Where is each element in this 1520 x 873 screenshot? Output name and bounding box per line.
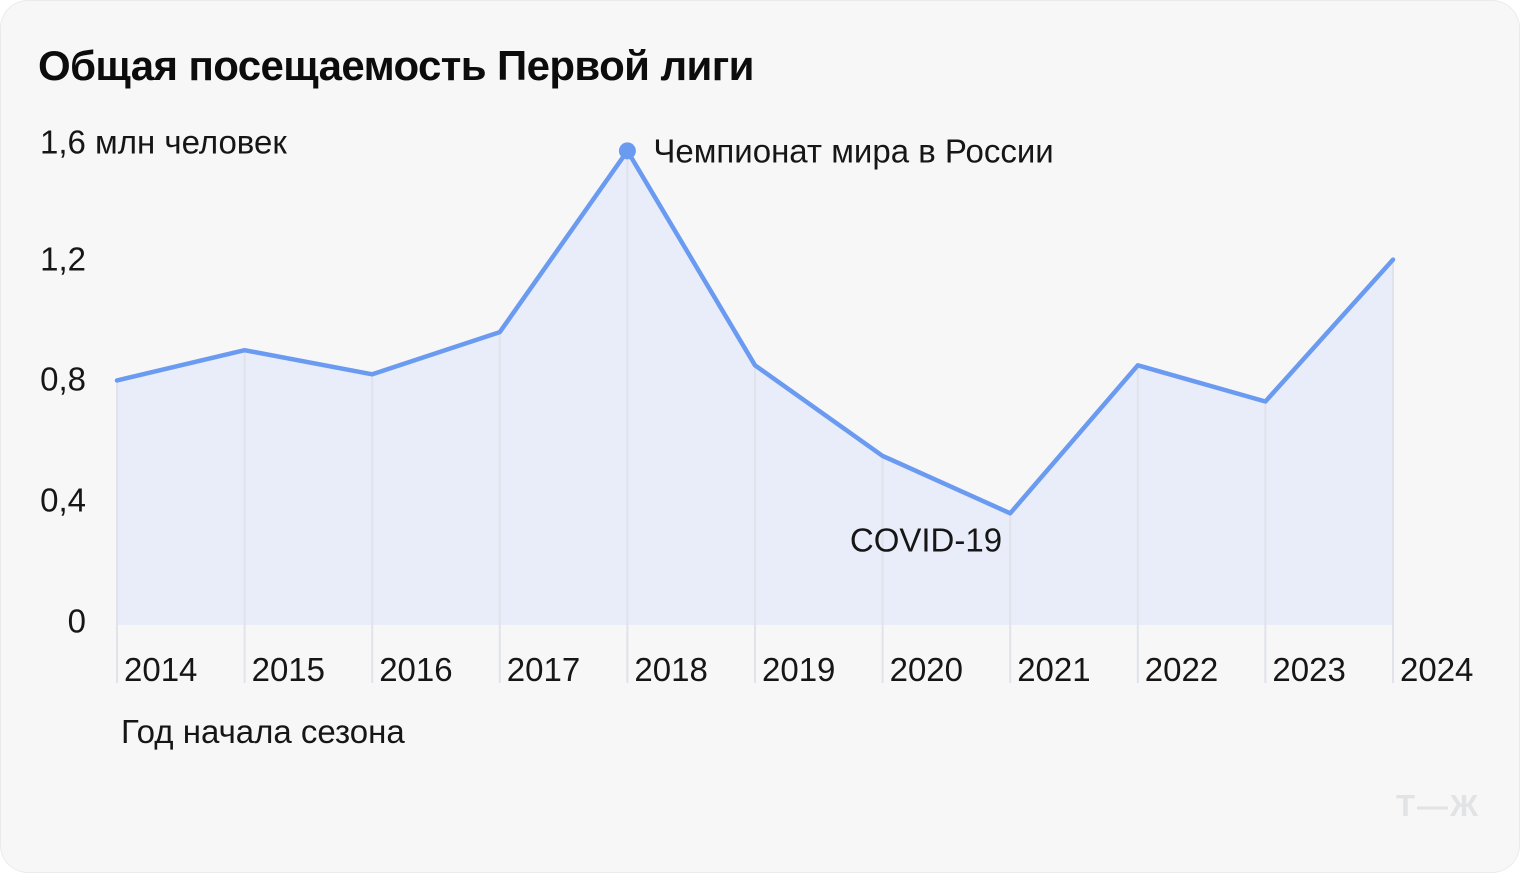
trend-line bbox=[114, 148, 1396, 516]
y-tick-label-0-4: 0,4 bbox=[40, 481, 86, 519]
page-title: Общая посещаемость Первой лиги bbox=[38, 42, 754, 89]
x-tick-label-2017: 2017 bbox=[506, 651, 581, 688]
x-tick-label-2019: 2019 bbox=[762, 651, 836, 688]
x-tick-label-2021: 2021 bbox=[1017, 651, 1091, 688]
y-tick-label-0: 0 bbox=[67, 602, 86, 640]
annotation-covid-label: COVID-19 bbox=[849, 521, 1003, 559]
x-tick-label-2016: 2016 bbox=[379, 651, 453, 688]
x-tick-label-2015: 2015 bbox=[251, 651, 326, 688]
x-axis-title: Год начала сезона bbox=[121, 713, 405, 750]
x-tick-label-2018: 2018 bbox=[634, 651, 708, 688]
peak-marker-dot bbox=[618, 142, 636, 160]
x-tick-label-2022: 2022 bbox=[1144, 651, 1219, 688]
y-tick-label-1-2: 1,2 bbox=[40, 240, 86, 278]
x-tick-label-2020: 2020 bbox=[889, 651, 964, 688]
y-tick-label-0-8: 0,8 bbox=[40, 360, 86, 398]
brand-logo: Т—Ж bbox=[1396, 788, 1480, 823]
x-tick-label-2014: 2014 bbox=[124, 651, 198, 688]
y-axis-unit-label: 1,6 млн человек bbox=[40, 123, 287, 161]
x-tick-label-2023: 2023 bbox=[1272, 651, 1346, 688]
x-tick-label-2024: 2024 bbox=[1400, 651, 1474, 688]
annotation-world-cup-label: Чемпионат мира в России bbox=[653, 132, 1054, 170]
